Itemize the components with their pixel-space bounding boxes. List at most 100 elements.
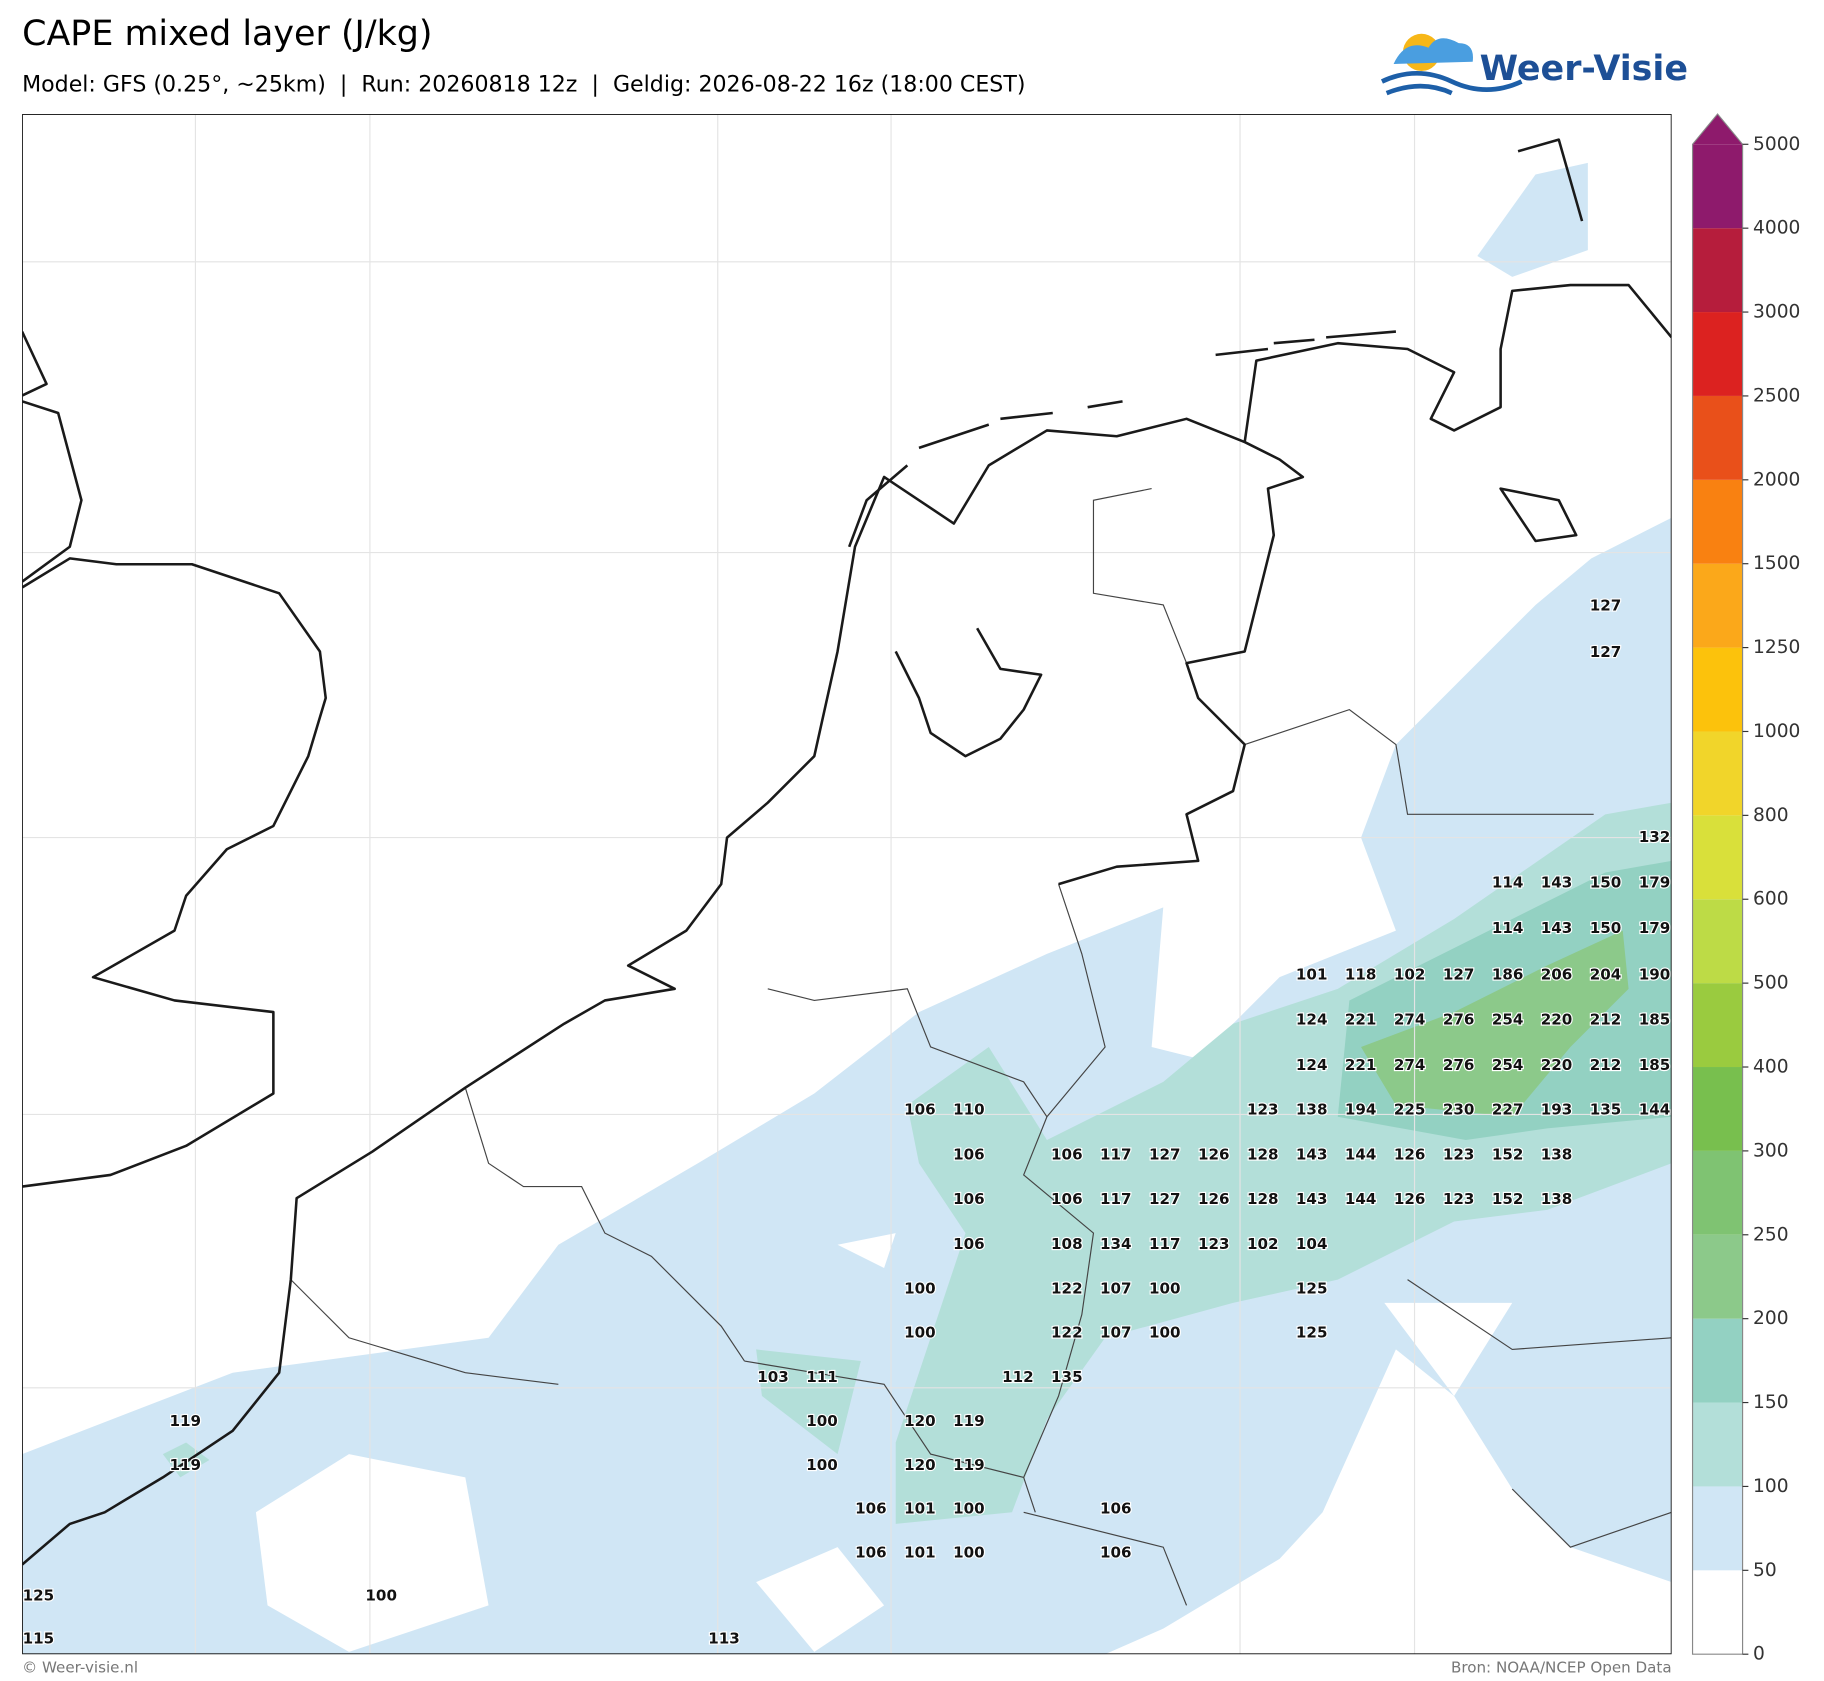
cape-label: 221 <box>1345 1056 1377 1074</box>
cape-100 <box>162 802 1672 1524</box>
cape-label: 227 <box>1492 1100 1524 1118</box>
cape-label: 106 <box>1051 1146 1083 1164</box>
colorbar-segment <box>1692 563 1743 648</box>
cape-label: 185 <box>1639 1056 1671 1074</box>
cape-label: 107 <box>1100 1279 1132 1297</box>
cape-label: 143 <box>1541 873 1573 891</box>
cape-label: 126 <box>1394 1190 1426 1208</box>
cape-label: 119 <box>170 1412 202 1430</box>
colorbar-tick-label: 1250 <box>1753 637 1800 658</box>
cape-label: 138 <box>1296 1100 1328 1118</box>
cape-label: 101 <box>904 1544 936 1562</box>
cape-label: 100 <box>365 1587 397 1605</box>
cape-label: 185 <box>1639 1011 1671 1029</box>
cape-label: 125 <box>1296 1279 1328 1297</box>
cape-label: 120 <box>904 1412 936 1430</box>
cape-label: 123 <box>1443 1190 1475 1208</box>
footer-right: Bron: NOAA/NCEP Open Data <box>1451 1659 1672 1677</box>
logo-text: Weer-Visie <box>1480 49 1688 89</box>
colorbar-segment <box>1692 1234 1743 1319</box>
cape-label: 179 <box>1639 919 1671 937</box>
cape-label: 127 <box>1149 1146 1181 1164</box>
cape-label: 119 <box>953 1456 985 1474</box>
cape-label: 106 <box>855 1544 887 1562</box>
colorbar-segment <box>1692 312 1743 396</box>
shading <box>22 162 1672 1655</box>
cape-label: 101 <box>1296 965 1328 983</box>
cape-label: 100 <box>806 1456 838 1474</box>
cape-label: 190 <box>1639 965 1671 983</box>
colorbar-segment <box>1692 1402 1743 1487</box>
cape-label: 115 <box>23 1630 55 1648</box>
cape-label: 119 <box>170 1456 202 1474</box>
cape-label: 276 <box>1443 1011 1475 1029</box>
value-labels: 127 127 132 114 143 150 179 114 143 150 179 101 118 1… <box>22 595 1671 1648</box>
colorbar-segment <box>1692 983 1743 1068</box>
cape-label: 179 <box>1639 873 1671 891</box>
cape-label: 152 <box>1492 1190 1524 1208</box>
colorbar-extension <box>1692 114 1743 145</box>
colorbar-outline <box>1691 113 1744 1655</box>
cape-label: 152 <box>1492 1146 1524 1164</box>
colorbar-tick-label: 3000 <box>1753 302 1800 323</box>
colorbar-tick-label: 200 <box>1753 1308 1789 1329</box>
map: 127 127 132 114 143 150 179 114 143 150 179 101 118 1… <box>22 114 1672 1655</box>
cape-label: 124 <box>1296 1011 1328 1029</box>
colorbar-tick-label: 250 <box>1753 1224 1789 1245</box>
cape-label: 150 <box>1590 919 1622 937</box>
cape-label: 110 <box>953 1100 985 1118</box>
cape-label: 125 <box>23 1587 55 1605</box>
cape-label: 106 <box>1100 1544 1132 1562</box>
cape-label: 204 <box>1590 965 1622 983</box>
cape-label: 143 <box>1541 919 1573 937</box>
coastlines <box>22 138 1672 1566</box>
cape-label: 106 <box>953 1190 985 1208</box>
colorbar-tick-label: 4000 <box>1753 218 1800 239</box>
cape-label: 126 <box>1198 1146 1230 1164</box>
cape-label: 123 <box>1443 1146 1475 1164</box>
cape-label: 120 <box>904 1456 936 1474</box>
borders <box>290 488 1672 1606</box>
cape-label: 106 <box>1051 1190 1083 1208</box>
cape-label: 101 <box>904 1499 936 1517</box>
cape-label: 106 <box>953 1235 985 1253</box>
cape-label: 134 <box>1100 1235 1132 1253</box>
cape-label: 144 <box>1345 1190 1377 1208</box>
colorbar-segment <box>1692 1318 1743 1403</box>
colorbar-tick-label: 600 <box>1753 889 1789 910</box>
cape-label: 274 <box>1394 1056 1426 1074</box>
cape-label: 143 <box>1296 1190 1328 1208</box>
cape-label: 100 <box>904 1279 936 1297</box>
colorbar-segment <box>1692 1486 1743 1571</box>
cape-label: 117 <box>1100 1146 1132 1164</box>
cape-label: 135 <box>1590 1100 1622 1118</box>
cape-label: 225 <box>1394 1100 1426 1118</box>
cape-label: 100 <box>953 1544 985 1562</box>
cape-label: 127 <box>1590 643 1622 661</box>
subtitle: Model: GFS (0.25°, ~25km) | Run: 2026081… <box>22 71 1025 97</box>
colorbar-tick-label: 100 <box>1753 1476 1789 1497</box>
cape-label: 144 <box>1345 1146 1377 1164</box>
cape-label: 127 <box>1443 965 1475 983</box>
cape-label: 206 <box>1541 965 1573 983</box>
cape-label: 111 <box>806 1368 838 1386</box>
cape-50 <box>22 517 1672 1655</box>
cape-label: 114 <box>1492 873 1524 891</box>
cape-label: 117 <box>1100 1190 1132 1208</box>
cape-label: 104 <box>1296 1235 1328 1253</box>
cape-label: 276 <box>1443 1056 1475 1074</box>
cape-label: 117 <box>1149 1235 1181 1253</box>
cape-label: 230 <box>1443 1100 1475 1118</box>
cape-label: 128 <box>1247 1190 1279 1208</box>
cape-200 <box>1361 930 1629 1117</box>
cape-label: 128 <box>1247 1146 1279 1164</box>
colorbar-tick-label: 50 <box>1753 1560 1777 1581</box>
cape-label: 106 <box>904 1100 936 1118</box>
colorbar-segment <box>1692 144 1743 229</box>
colorbar-tick-label: 2500 <box>1753 385 1800 406</box>
cape-label: 138 <box>1541 1190 1573 1208</box>
logo: Weer-Visie <box>1380 33 1688 96</box>
cape-label: 123 <box>1247 1100 1279 1118</box>
cape-label: 126 <box>1198 1190 1230 1208</box>
cape-label: 106 <box>1100 1499 1132 1517</box>
